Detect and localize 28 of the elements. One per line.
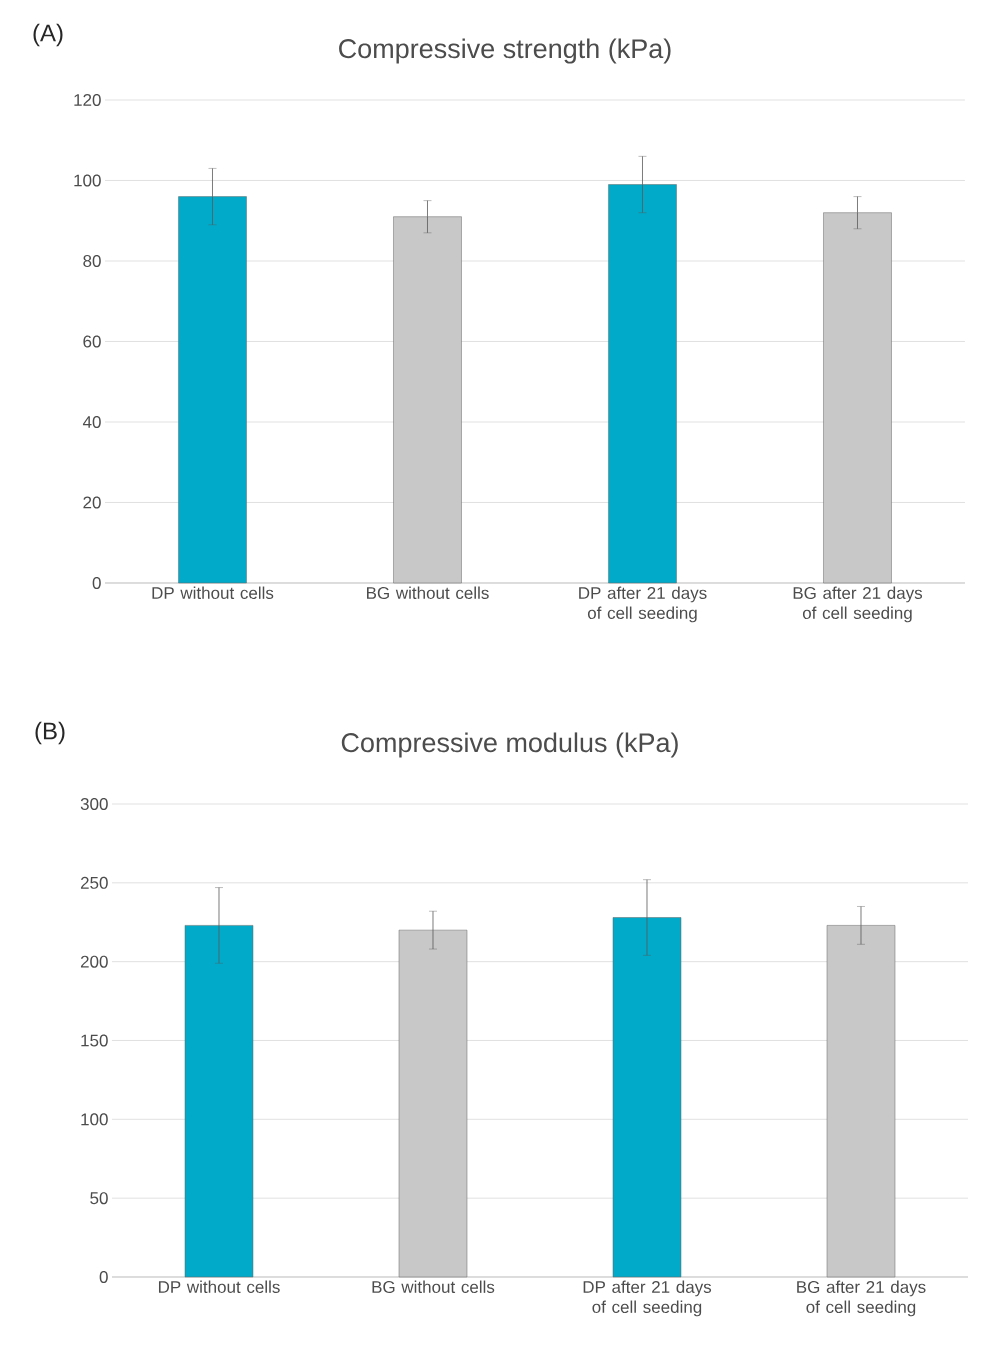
bar [178, 196, 247, 584]
y-tick-label: 40 [82, 415, 101, 429]
chart-title: Compressive modulus (kPa) [341, 732, 678, 758]
y-tick-label: 120 [74, 93, 101, 107]
x-tick-label: BG without cells [367, 586, 489, 600]
x-tick-label: DP after 21 days of cell seeding [583, 1280, 712, 1317]
y-tick-label: 100 [74, 174, 101, 187]
x-tick-label: BG after 21 days of cell seeding [797, 1280, 926, 1317]
text: (B) [35, 721, 65, 745]
y-tick-label: 300 [80, 797, 108, 811]
y-tick-label: 150 [81, 1034, 108, 1047]
y-tick-label: 80 [83, 254, 101, 268]
x-tick-label: DP without cells [158, 1280, 280, 1294]
y-tick-label: 250 [80, 876, 108, 889]
x-tick-label: BG after 21 days of cell seeding [793, 586, 923, 623]
y-tick-label: 100 [81, 1113, 108, 1126]
y-tick-label: 200 [80, 955, 108, 968]
x-tick-label: DP without cells [152, 586, 274, 600]
y-tick-label: 0 [92, 576, 101, 590]
text: (A) [33, 23, 63, 47]
y-tick-label: 50 [90, 1192, 108, 1205]
y-tick-label: 0 [99, 1270, 108, 1284]
y-tick-label: 20 [83, 496, 101, 509]
x-tick-label: BG without cells [372, 1280, 495, 1294]
bar [608, 184, 677, 584]
x-tick-label: DP after 21 days of cell seeding [579, 586, 707, 623]
chart-title: Compressive strength (kPa) [339, 38, 671, 64]
y-tick-label: 60 [83, 335, 101, 348]
